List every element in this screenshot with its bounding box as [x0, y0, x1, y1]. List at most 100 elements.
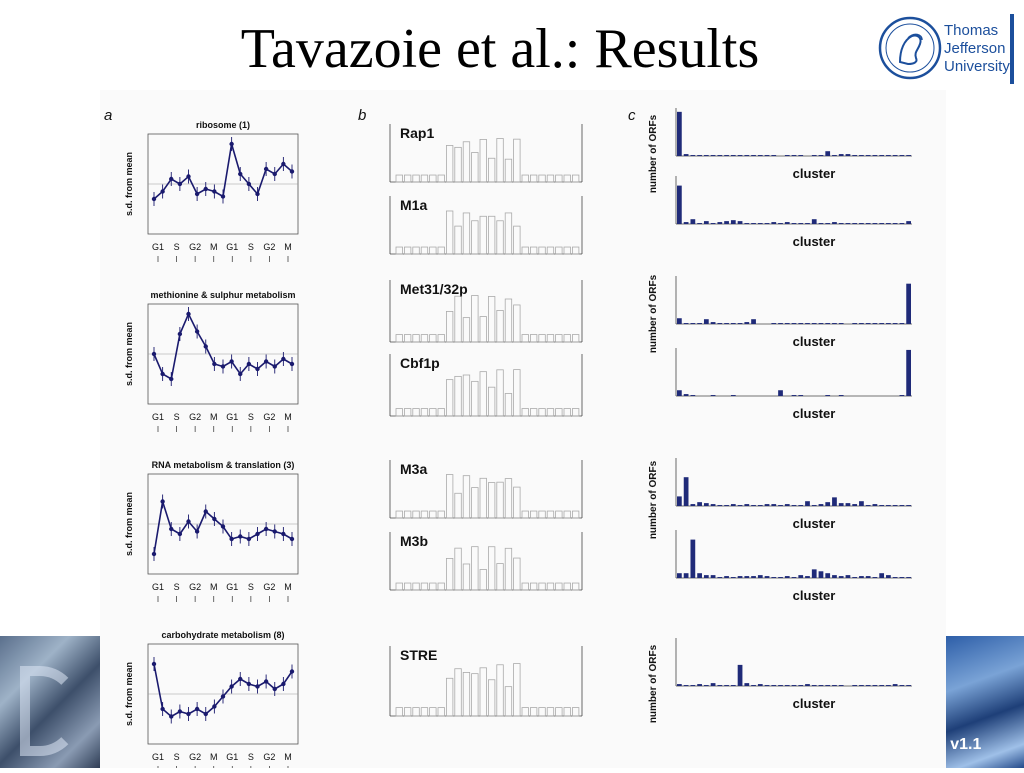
- hist-bar: [791, 223, 797, 224]
- logo-line: University: [944, 58, 1010, 75]
- hist-bar: [744, 155, 750, 156]
- hist-bar: [906, 685, 911, 686]
- hist-bar: [697, 155, 702, 156]
- hist-bar: [751, 155, 756, 156]
- profile-point: [289, 361, 295, 367]
- hist-bar: [899, 685, 905, 686]
- hist-bar: [825, 151, 831, 156]
- hist-bar: [791, 395, 797, 396]
- hist-bar: [764, 685, 770, 686]
- hist-bar: [710, 504, 716, 506]
- profile-xtick: G1: [152, 582, 164, 592]
- hist-bar: [778, 577, 783, 578]
- hist-bar: [852, 155, 858, 156]
- logo-letter-stack: [513, 304, 521, 343]
- profile-xtick: G1: [226, 412, 238, 422]
- motif-logo: M3a: [389, 460, 583, 519]
- hist-bar: [778, 223, 783, 224]
- profile-point: [246, 361, 252, 367]
- logo-letter-stack: [471, 546, 479, 591]
- logo-letter-stack: [445, 379, 454, 417]
- hist-ylabel: number of ORFs: [648, 274, 659, 353]
- hist-bar: [805, 223, 810, 224]
- hist-bar: [683, 573, 689, 578]
- university-logo: Thomas Jefferson University: [878, 12, 1024, 86]
- logo-letter-stack: [555, 707, 563, 717]
- profile-point: [169, 714, 174, 719]
- hist-xlabel: cluster: [793, 166, 836, 181]
- logo-letter-stack: [462, 212, 471, 255]
- logo-letter-stack: [555, 510, 563, 519]
- profile-point: [289, 536, 295, 542]
- profile-point: [229, 359, 234, 364]
- profile-xtick: M: [210, 412, 218, 422]
- hist-bar: [697, 573, 702, 578]
- logo-letter-stack: [445, 311, 454, 343]
- hist-bar: [710, 395, 716, 396]
- profile-point: [203, 509, 208, 514]
- logo-letter-stack: [420, 707, 429, 717]
- hist-bar: [784, 222, 790, 224]
- logo-letter-stack: [403, 246, 412, 255]
- hist-bar: [757, 575, 763, 578]
- panel-label-c: c: [628, 107, 636, 124]
- hist-bar: [892, 155, 898, 156]
- logo-letter-stack: [471, 487, 479, 519]
- profile-xtick: S: [174, 582, 180, 592]
- profile-xtick: G1: [152, 412, 164, 422]
- logo-letter-stack: [412, 174, 420, 183]
- logo-letter-stack: [504, 547, 513, 591]
- hist-bar: [825, 395, 831, 396]
- logo-line: Thomas: [944, 22, 999, 39]
- profile-plot: methionine & sulphur metabolism s.d. from…: [124, 290, 299, 432]
- hist-bar: [784, 576, 790, 578]
- profile-ylabel: s.d. from mean: [124, 662, 134, 726]
- cluster-histogram: cluster number of ORFs: [648, 638, 912, 723]
- hist-bar: [737, 155, 743, 156]
- logo-letter-stack: [420, 510, 429, 519]
- hist-bar: [879, 223, 885, 224]
- profile-point: [263, 526, 269, 532]
- logo-letter-stack: [529, 246, 538, 255]
- seal-icon: [878, 16, 942, 80]
- profile-point: [272, 364, 277, 369]
- logo-letter-stack: [504, 478, 513, 519]
- logo-letter-stack: [546, 707, 555, 717]
- hist-bar: [710, 155, 716, 156]
- logo-letter-stack: [529, 510, 538, 519]
- profile-plot: RNA metabolism & translation (3) s.d. fro…: [124, 460, 299, 602]
- hist-bar: [710, 575, 716, 578]
- hist-bar: [832, 497, 837, 506]
- profile-point: [203, 711, 208, 717]
- hist-bar: [710, 223, 716, 224]
- logo-letter-stack: [521, 246, 529, 255]
- logo-letter-stack: [487, 386, 496, 417]
- hist-bar: [845, 154, 851, 156]
- hist-bar: [865, 155, 871, 156]
- logo-letter-stack: [479, 667, 487, 717]
- profile-xtick: M: [210, 582, 218, 592]
- logo-letter-stack: [412, 707, 420, 717]
- hist-bar: [865, 505, 871, 506]
- profile-xtick: M: [210, 752, 218, 762]
- profile-xtick: G2: [263, 242, 275, 252]
- logo-letter-stack: [454, 295, 462, 343]
- hist-bar: [845, 503, 851, 506]
- logo-letter-stack: [521, 334, 529, 343]
- logo-letter-stack: [420, 582, 429, 591]
- logo-letter-stack: [538, 408, 546, 417]
- profile-xtick: M: [284, 242, 292, 252]
- profile-point: [246, 536, 252, 542]
- profile-point: [186, 174, 191, 179]
- hist-bar: [690, 219, 696, 224]
- hist-bar: [832, 685, 837, 686]
- profile-point: [229, 141, 234, 147]
- profile-xtick: M: [284, 752, 292, 762]
- panel-label-a: a: [104, 107, 112, 124]
- hist-bar: [751, 319, 756, 324]
- hist-bar: [838, 395, 844, 396]
- logo-letter-stack: [487, 679, 496, 717]
- logo-letter-stack: [437, 334, 445, 343]
- profile-ylabel: s.d. from mean: [124, 152, 134, 216]
- hist-xlabel: cluster: [793, 234, 836, 249]
